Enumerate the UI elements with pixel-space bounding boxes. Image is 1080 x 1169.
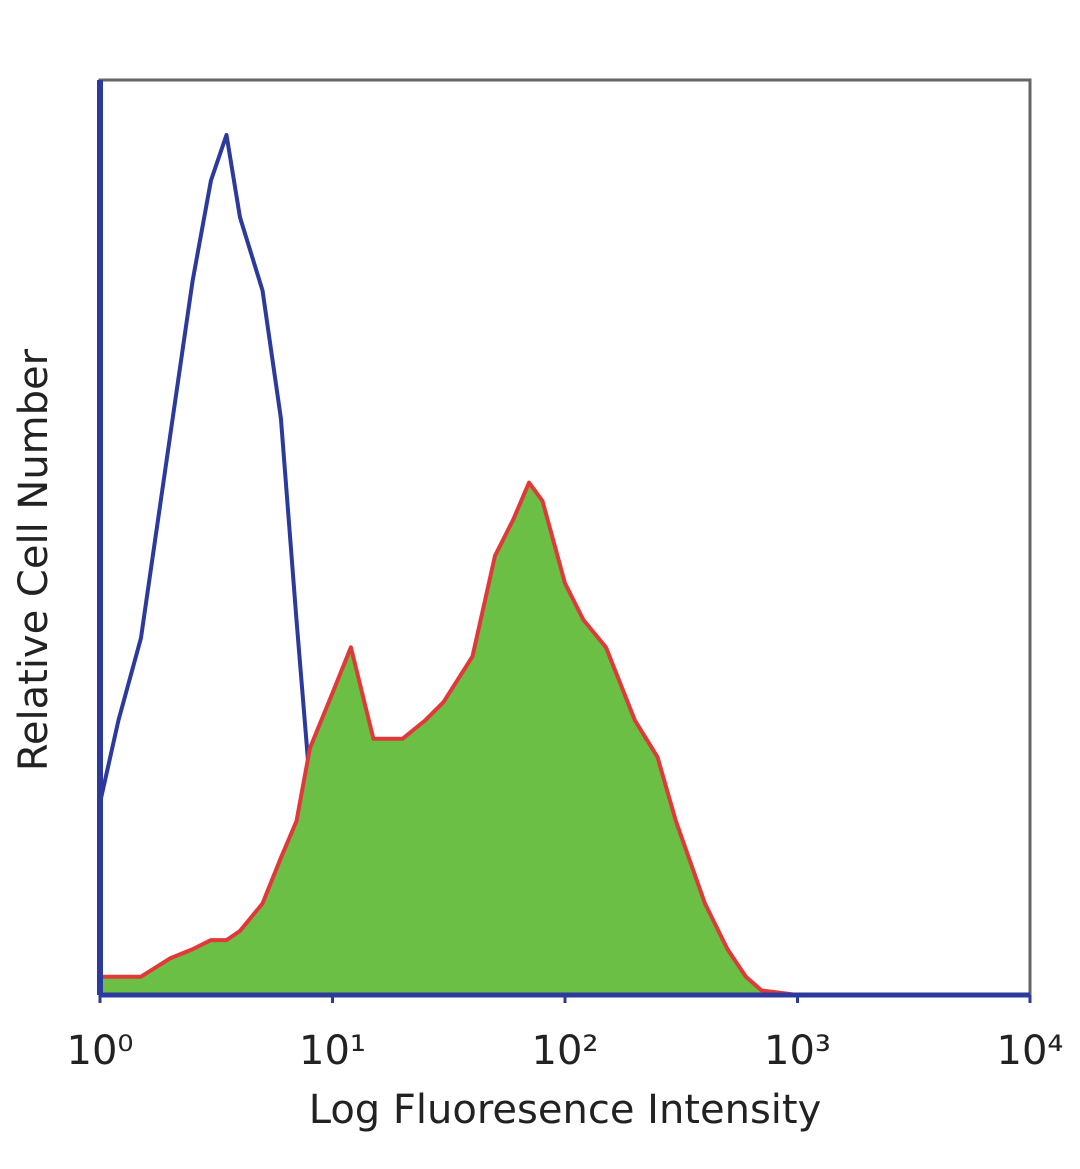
x-axis-label: Log Fluoresence Intensity bbox=[309, 1087, 822, 1133]
histogram-line bbox=[100, 480, 1030, 997]
x-tick-label: 10⁰ bbox=[67, 1028, 134, 1074]
x-tick-label: 10¹ bbox=[299, 1028, 366, 1074]
y-axis-label: Relative Cell Number bbox=[11, 348, 57, 771]
x-tick-label: 10⁴ bbox=[997, 1028, 1064, 1074]
x-tick-label: 10³ bbox=[764, 1028, 831, 1074]
x-tick-label: 10² bbox=[532, 1028, 599, 1074]
histogram-area bbox=[100, 482, 1030, 996]
